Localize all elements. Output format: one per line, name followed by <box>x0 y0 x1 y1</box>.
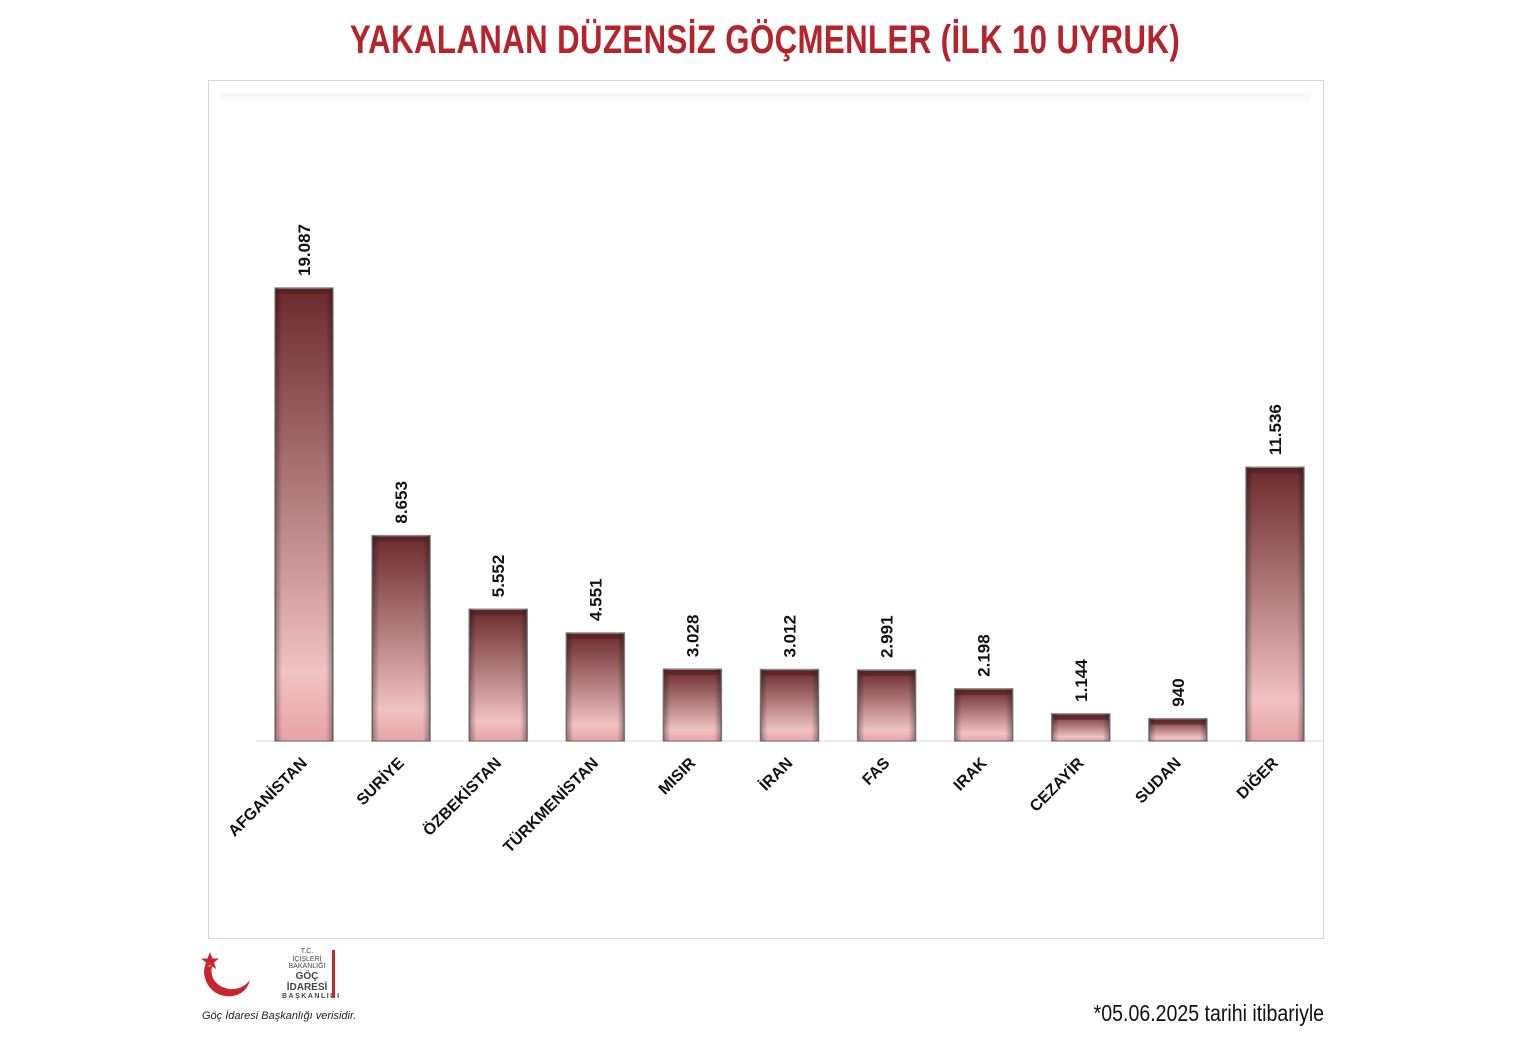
bar-bevel <box>857 670 916 741</box>
bar-cap <box>762 670 817 676</box>
data-label: 8.653 <box>392 481 411 524</box>
logo-text: T.C. İÇİŞLERİ BAKANLIĞI GÖÇ İDARESİ BAŞK… <box>282 948 341 1001</box>
bar-cap <box>665 670 720 676</box>
bar-cap <box>956 689 1011 695</box>
category-label: SURİYE <box>353 754 408 809</box>
source-text: Göç İdaresi Başkanlığı verisidir. <box>202 1010 357 1022</box>
category-label: CEZAYİR <box>1026 754 1088 816</box>
data-label: 3.028 <box>683 615 702 658</box>
category-label: FAS <box>859 755 893 789</box>
bar-cap <box>1248 468 1302 474</box>
bar-bevel <box>1246 467 1304 741</box>
category-label: IRAK <box>951 754 991 794</box>
bar-bevel <box>760 669 819 741</box>
bar-bevel <box>372 535 431 741</box>
data-label: 4.551 <box>586 578 605 621</box>
logo-divider <box>332 950 335 998</box>
bars-group: 19.087 AFGANİSTAN 8.653 SURİYE 5.552 ÖZBEKİST… <box>225 224 1305 856</box>
logo-line3: GÖÇ İDARESİ <box>286 971 328 994</box>
category-label: AFGANİSTAN <box>225 754 311 840</box>
bar-bevel <box>469 609 528 741</box>
bar-cap <box>1150 719 1205 725</box>
data-label: 11.536 <box>1266 404 1285 455</box>
bar-cap <box>568 633 623 639</box>
data-label: 2.198 <box>975 634 994 677</box>
logo-line4: BAŞKANLIĞI <box>282 993 341 1001</box>
bar-bevel <box>663 669 722 741</box>
date-note: *05.06.2025 tarihi itibariyle <box>1093 1000 1324 1026</box>
data-label: 1.144 <box>1072 659 1091 702</box>
bar-cap <box>277 289 331 294</box>
category-label: DİĞER <box>1233 753 1283 803</box>
chart-frame <box>208 80 1324 939</box>
category-label: SUDAN <box>1132 755 1184 807</box>
bar-bevel <box>954 688 1013 741</box>
bar-cap <box>471 610 526 616</box>
category-label: İRAN <box>756 754 796 794</box>
chart-title: YAKALANAN DÜZENSİZ GÖÇMENLER (İLK 10 UYR… <box>349 18 1181 62</box>
logo-line1: T.C. <box>300 948 314 955</box>
category-label: TÜRKMENİSTAN <box>499 753 602 856</box>
data-label: 5.552 <box>489 555 508 598</box>
data-label: 19.087 <box>295 224 314 276</box>
data-label: 2.991 <box>878 615 897 658</box>
logo <box>198 948 348 1008</box>
logo-line2: İÇİŞLERİ BAKANLIĞI <box>288 955 326 971</box>
data-label: 940 <box>1169 678 1188 706</box>
bar-bevel <box>275 288 333 741</box>
crescent-star-icon <box>201 952 250 997</box>
bar-cap <box>859 671 914 677</box>
category-label: ÖZBEKİSTAN <box>419 753 505 839</box>
bar-cap <box>374 536 429 542</box>
data-label: 3.012 <box>781 615 800 658</box>
bar-cap <box>1053 714 1108 720</box>
category-label: MISIR <box>656 754 700 798</box>
bar-bevel <box>566 632 625 741</box>
